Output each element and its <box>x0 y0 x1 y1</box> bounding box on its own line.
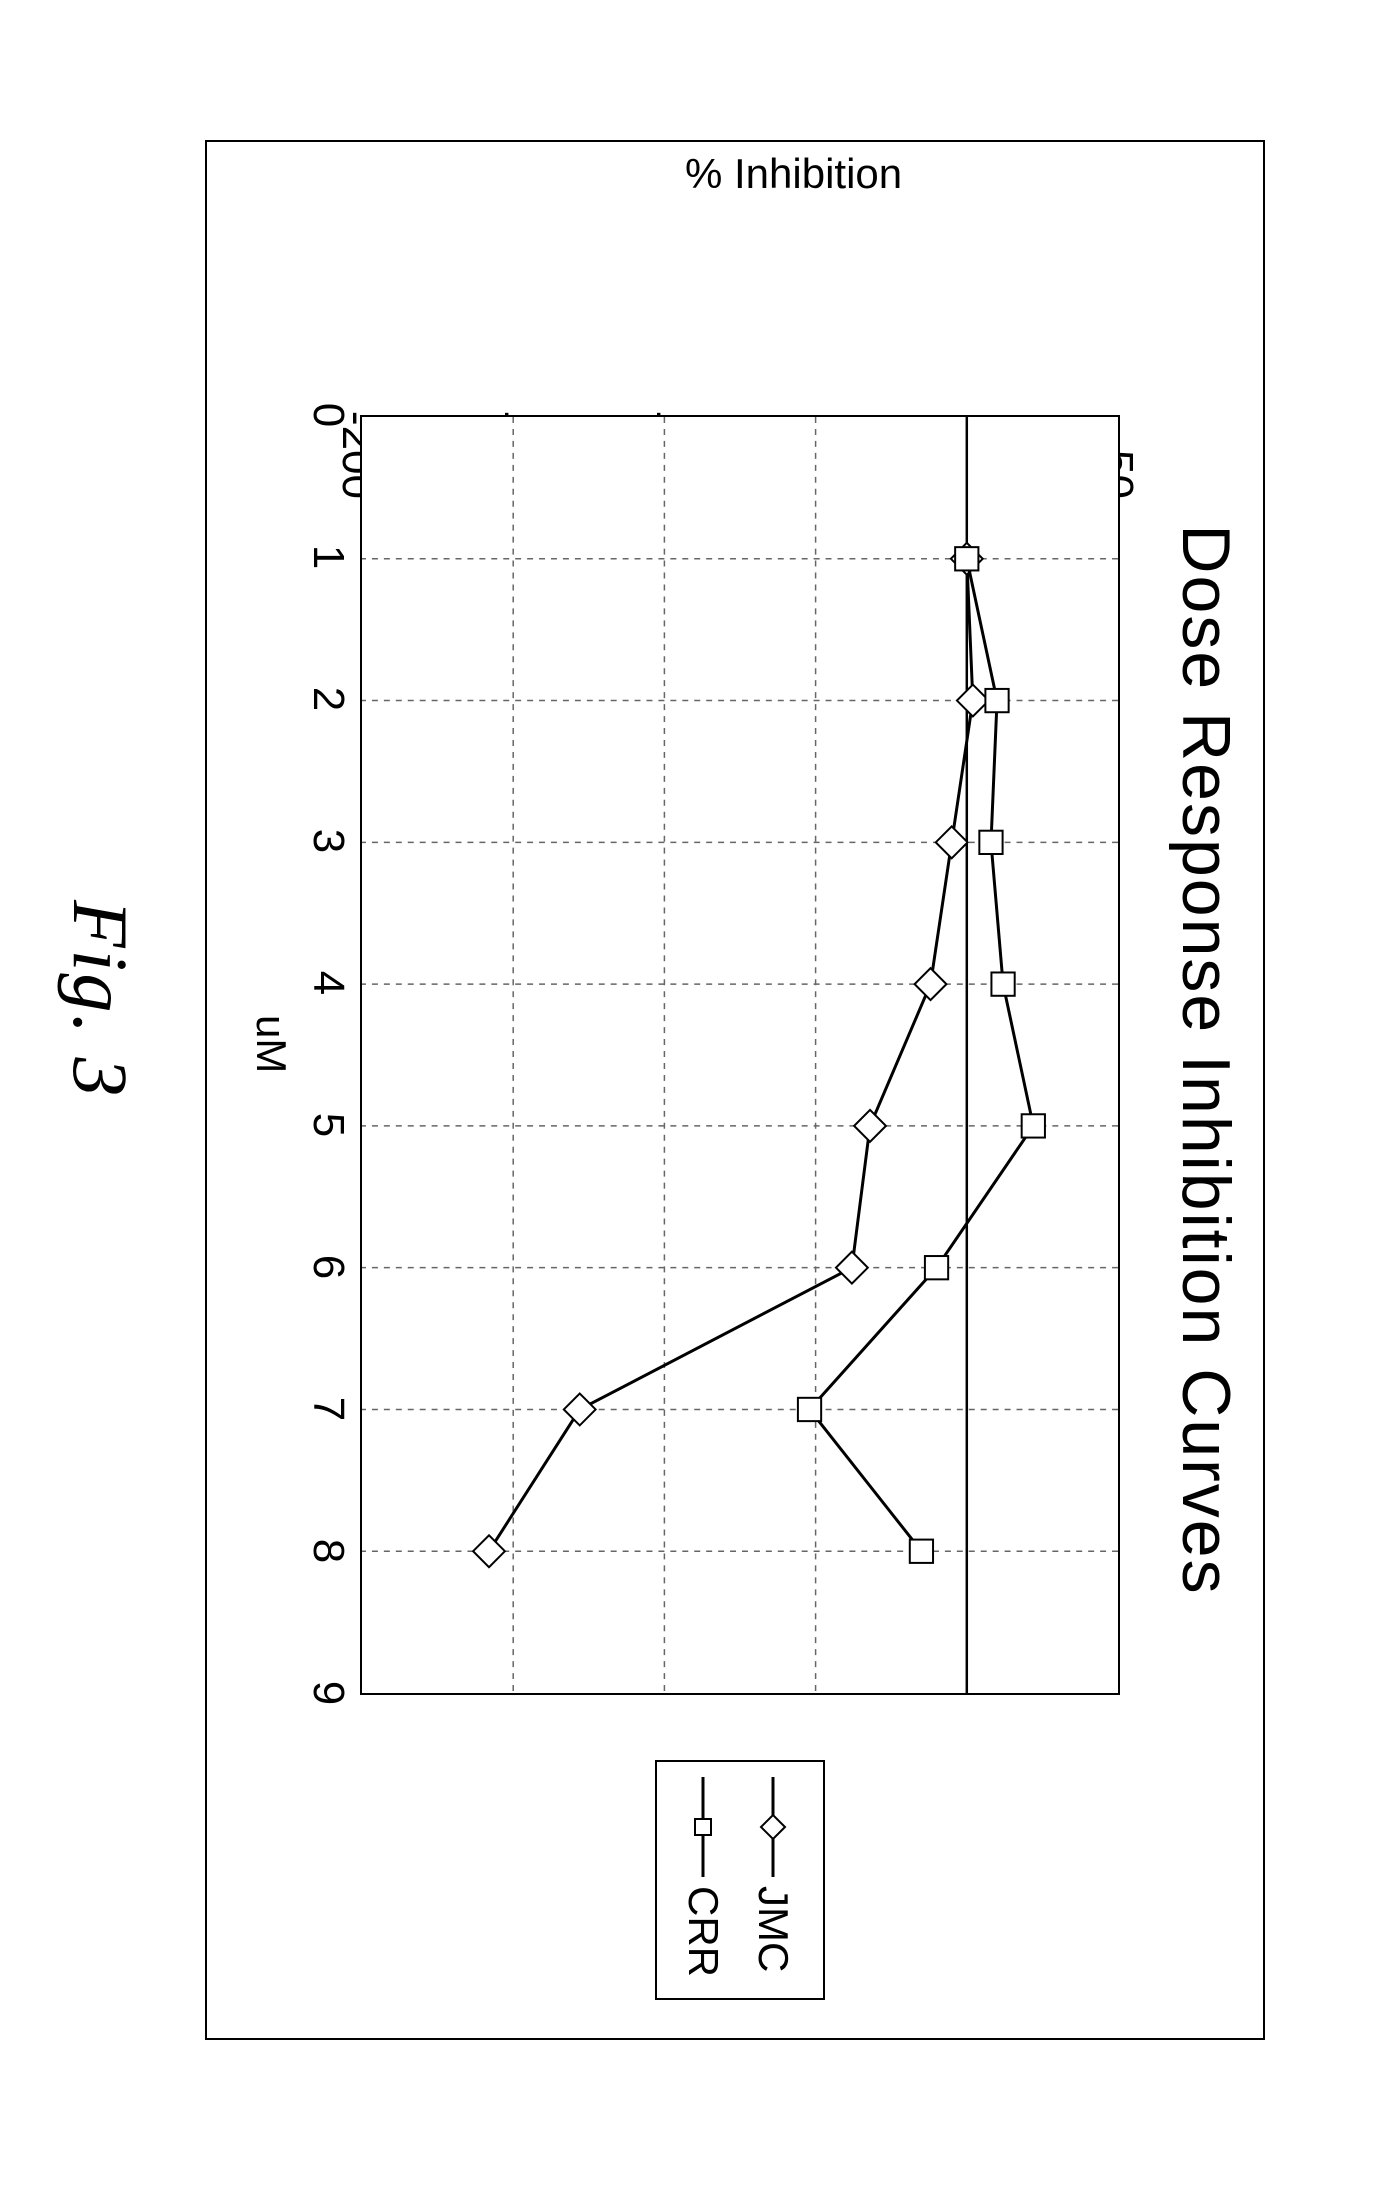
x-axis-label: uM <box>247 1015 295 1073</box>
plot-area <box>360 415 1120 1695</box>
xtick-label: 8 <box>303 1521 353 1581</box>
legend-item-jmc: JMC <box>743 1772 803 1972</box>
legend-label-crr: CRR <box>679 1886 727 1977</box>
xtick-label: 6 <box>303 1237 353 1297</box>
chart-title: Dose Response Inhibition Curves <box>1167 360 1245 1760</box>
xtick-label: 2 <box>303 669 353 729</box>
legend-label-jmc: JMC <box>749 1886 797 1972</box>
legend-item-crr: CRR <box>673 1772 733 1977</box>
figure-canvas: Dose Response Inhibition Curves % Inhibi… <box>0 0 1385 2187</box>
plot-svg <box>362 417 1118 1693</box>
legend-marker-jmc <box>748 1772 798 1882</box>
xtick-label: 4 <box>303 953 353 1013</box>
xtick-label: 9 <box>303 1663 353 1723</box>
xtick-label: 5 <box>303 1095 353 1155</box>
legend: JMC CRR <box>655 1760 825 2000</box>
xtick-label: 3 <box>303 811 353 871</box>
xtick-label: 7 <box>303 1379 353 1439</box>
legend-marker-crr <box>678 1772 728 1882</box>
figure-caption: Fig. 3 <box>55 900 145 1098</box>
xtick-label: 1 <box>303 527 353 587</box>
xtick-label: 0 <box>303 385 353 445</box>
y-axis-label: % Inhibition <box>685 150 902 198</box>
